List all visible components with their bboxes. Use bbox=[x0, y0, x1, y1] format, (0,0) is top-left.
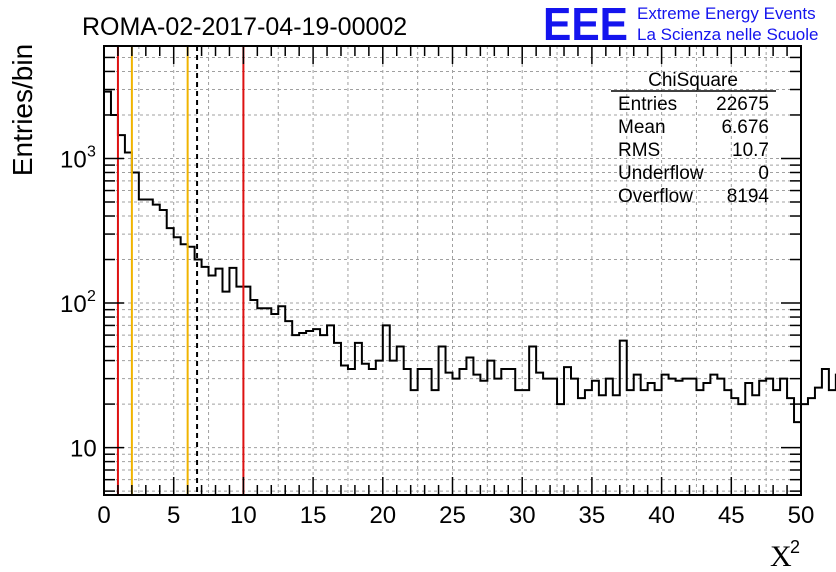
x-tick-label: 5 bbox=[167, 502, 180, 529]
x-tick-label: 25 bbox=[439, 502, 466, 529]
x-tick-label: 0 bbox=[97, 502, 110, 529]
eee-logo: EEE Extreme Energy Events La Scienza nel… bbox=[543, 0, 818, 50]
stats-value-overflow: 8194 bbox=[727, 186, 770, 207]
grid bbox=[104, 46, 801, 495]
y-tick-label-base: 10 bbox=[60, 291, 87, 318]
x-tick-label: 20 bbox=[369, 502, 396, 529]
threshold-lines bbox=[116, 46, 245, 495]
run-title: ROMA-02-2017-04-19-00002 bbox=[82, 13, 407, 41]
logo-mark: EEE bbox=[543, 0, 628, 50]
stats-value-mean: 6.676 bbox=[721, 117, 769, 138]
stats-box: ChiSquare Entries 22675 Mean 6.676 RMS 1… bbox=[611, 70, 776, 207]
stats-title: ChiSquare bbox=[648, 70, 738, 91]
y-axis-label: Entries/bin bbox=[7, 44, 38, 176]
logo-line-2: La Scienza nelle Scuole bbox=[637, 25, 818, 44]
stats-value-entries: 22675 bbox=[716, 94, 769, 115]
x-tick-label: 40 bbox=[648, 502, 675, 529]
stats-label-entries: Entries bbox=[618, 94, 677, 115]
x-axis-label: X 2 bbox=[770, 537, 800, 572]
stats-label-overflow: Overflow bbox=[618, 186, 693, 207]
stats-label-underflow: Underflow bbox=[618, 163, 704, 184]
stats-label-mean: Mean bbox=[618, 117, 666, 138]
y-tick-label: 10 bbox=[70, 436, 97, 463]
y-tick-label: 10 2 bbox=[60, 288, 96, 318]
stats-label-rms: RMS bbox=[618, 140, 660, 161]
stats-value-rms: 10.7 bbox=[732, 140, 769, 161]
y-tick-label-exponent: 3 bbox=[87, 143, 96, 160]
stats-value-underflow: 0 bbox=[758, 163, 769, 184]
y-tick-label: 10 3 bbox=[60, 143, 96, 173]
histogram bbox=[104, 90, 836, 424]
x-tick-label: 15 bbox=[300, 502, 327, 529]
y-tick-label-base: 10 bbox=[70, 436, 97, 463]
x-axis-label-symbol: X bbox=[770, 540, 792, 572]
x-tick-label: 50 bbox=[788, 502, 815, 529]
logo-line-1: Extreme Energy Events bbox=[637, 4, 816, 23]
x-tick-label: 30 bbox=[509, 502, 536, 529]
histogram-outline bbox=[104, 90, 836, 424]
x-tick-label: 10 bbox=[230, 502, 257, 529]
y-tick-label-base: 10 bbox=[60, 146, 87, 173]
x-tick-label: 35 bbox=[579, 502, 606, 529]
x-axis-label-superscript: 2 bbox=[790, 537, 800, 557]
x-tick-label: 45 bbox=[718, 502, 745, 529]
y-tick-label-exponent: 2 bbox=[87, 288, 96, 305]
